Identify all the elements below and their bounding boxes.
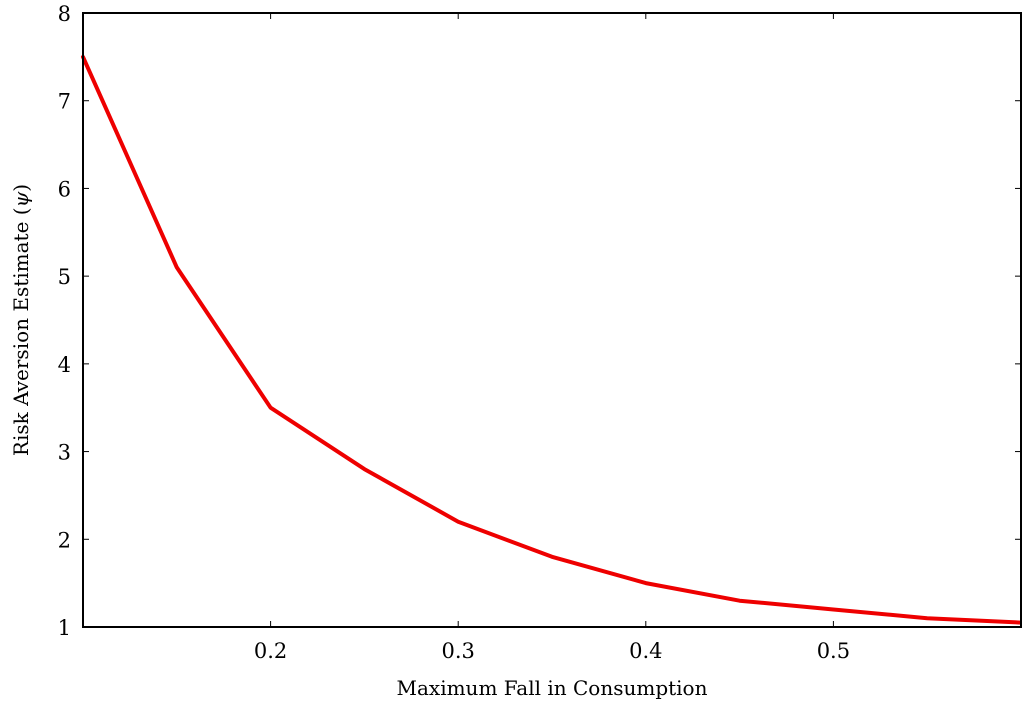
y-tick-label: 5: [58, 265, 71, 289]
plot-frame: [82, 12, 1022, 628]
y-tick-label: 8: [58, 2, 71, 26]
y-tick-label: 1: [58, 616, 71, 640]
x-axis-label: Maximum Fall in Consumption: [397, 676, 708, 700]
y-tick-label: 7: [58, 90, 71, 114]
axis-ticks: [83, 12, 1021, 628]
series-layer: [81, 54, 1022, 625]
series-line: [81, 54, 1022, 625]
x-tick-label: 0.2: [254, 639, 287, 663]
x-tick-label: 0.3: [441, 639, 474, 663]
y-axis-label-symbol: ψ: [9, 191, 33, 207]
axis-tick-labels: 0.2 0.3 0.4 0.5 1 2 3 4 5 6 7 8: [58, 2, 850, 663]
y-tick-label: 2: [58, 528, 71, 552]
y-axis-label-close: ): [9, 184, 33, 192]
y-axis-label-text: Risk Aversion Estimate (: [9, 207, 33, 456]
x-tick-label: 0.5: [817, 639, 850, 663]
y-tick-label: 3: [58, 441, 71, 465]
y-tick-label: 6: [58, 177, 71, 201]
x-tick-label: 0.4: [629, 639, 662, 663]
y-tick-label: 4: [58, 353, 71, 377]
y-axis-label: Risk Aversion Estimate (ψ): [9, 184, 33, 456]
